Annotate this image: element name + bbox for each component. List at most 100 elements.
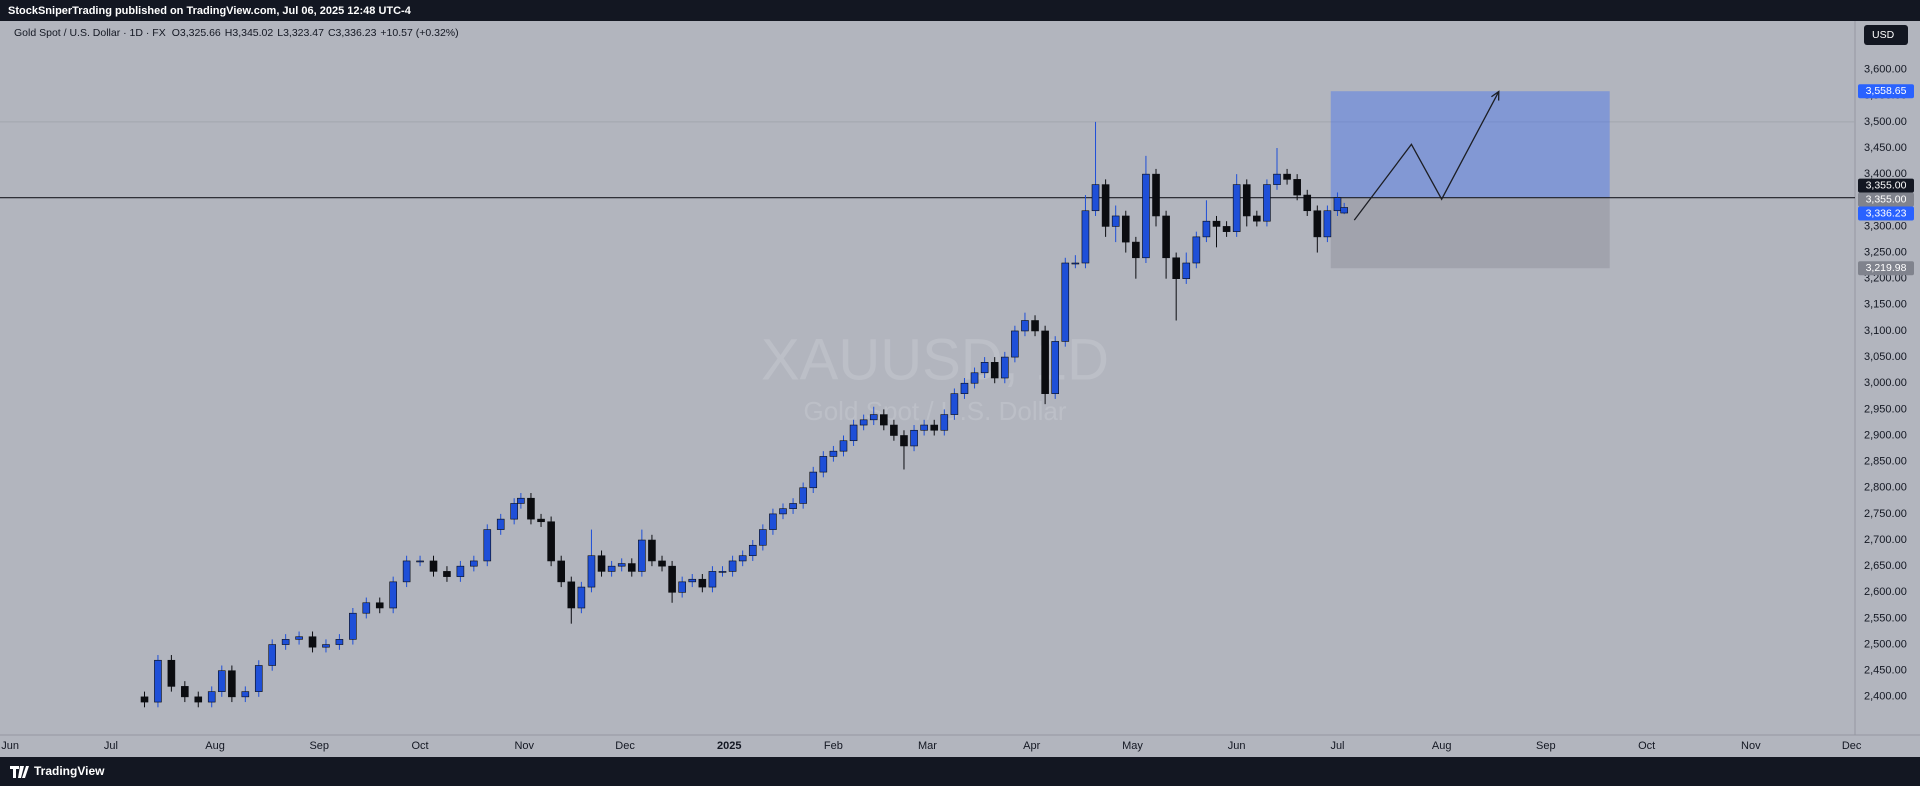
candle-body xyxy=(648,539,656,562)
candle-body xyxy=(1101,184,1110,227)
candle-body xyxy=(597,555,606,572)
candle-body xyxy=(587,555,596,588)
candle-body xyxy=(1212,220,1221,227)
candle-body xyxy=(547,521,555,562)
x-tick-label: 2025 xyxy=(717,740,741,752)
stop-badge: 3,219.98 xyxy=(1866,262,1907,274)
candle-body xyxy=(1273,173,1281,185)
candle-body xyxy=(281,639,290,645)
candle-body xyxy=(1091,184,1100,212)
y-tick-label: 2,600.00 xyxy=(1864,586,1907,598)
candle-body xyxy=(416,560,424,563)
candle-body xyxy=(194,696,203,703)
candle-body xyxy=(375,602,384,609)
candle-body xyxy=(1051,341,1059,394)
candle-body xyxy=(1172,257,1180,279)
footer-logo: TradingView xyxy=(10,764,105,778)
x-tick-label: Jul xyxy=(104,740,118,752)
x-tick-label: May xyxy=(1122,740,1143,752)
candle-body xyxy=(950,393,959,415)
candle-body xyxy=(322,644,330,648)
candle-body xyxy=(970,372,979,384)
watermark: XAUUSD, 1D xyxy=(761,327,1109,392)
candle-body xyxy=(402,560,411,583)
candle-body xyxy=(1313,210,1322,238)
y-tick-label: 2,550.00 xyxy=(1864,612,1907,624)
candle-body xyxy=(443,571,451,577)
candle-body xyxy=(698,578,707,588)
x-tick-label: Jun xyxy=(1228,740,1246,752)
candle-body xyxy=(537,518,545,523)
candle-body xyxy=(295,636,303,640)
legend-item: H3,345.02 xyxy=(225,27,274,39)
candle-body xyxy=(1162,215,1170,259)
legend-item: L3,323.47 xyxy=(277,27,324,39)
chart-background xyxy=(0,21,1920,757)
x-tick-label: Oct xyxy=(1638,740,1655,752)
y-tick-label: 3,450.00 xyxy=(1864,142,1907,154)
y-tick-label: 3,600.00 xyxy=(1864,64,1907,76)
candle-body xyxy=(1031,320,1039,332)
candle-body xyxy=(362,602,371,614)
candle-body xyxy=(869,414,878,421)
candle-body xyxy=(1071,262,1080,265)
candle-body xyxy=(308,636,317,648)
candle-body xyxy=(1121,215,1130,243)
stop-badge-bg xyxy=(1858,261,1914,276)
candle-body xyxy=(517,497,525,504)
candle-body xyxy=(567,581,576,609)
candle-body xyxy=(1061,262,1070,342)
y-tick-label: 3,200.00 xyxy=(1864,273,1907,285)
candle-body xyxy=(1283,173,1291,180)
candle-body xyxy=(1132,241,1140,259)
candle-body xyxy=(748,544,757,557)
plot: XAUUSD, 1D Gold Spot / U.S. Dollar 2,400.0… xyxy=(0,25,1914,752)
logo-icon xyxy=(10,766,29,778)
y-tick-label: 3,500.00 xyxy=(1864,116,1907,128)
candle-body xyxy=(483,529,492,562)
x-tick-label: Mar xyxy=(918,740,937,752)
hline-badge: 3,355.00 xyxy=(1866,179,1907,191)
candle-body xyxy=(859,419,868,426)
candle-body xyxy=(617,563,626,567)
y-tick-label: 2,900.00 xyxy=(1864,429,1907,441)
candle-body xyxy=(557,560,566,583)
x-tick-label: Dec xyxy=(615,740,635,752)
brand: TradingView xyxy=(34,764,105,778)
x-tick-label: Aug xyxy=(205,740,225,752)
x-tick-label: Sep xyxy=(309,740,329,752)
candle-body xyxy=(849,424,858,442)
candle-body xyxy=(217,670,226,692)
candle-body xyxy=(140,696,149,703)
candle-body xyxy=(789,503,797,509)
legend-item: C3,336.23 xyxy=(328,27,377,39)
candle-body xyxy=(627,563,636,572)
legend-item: Gold Spot / U.S. Dollar · 1D · FX xyxy=(14,27,166,39)
candle-body xyxy=(738,555,747,562)
candle-body xyxy=(668,565,676,593)
candle-body xyxy=(718,571,727,573)
candle-body xyxy=(1242,184,1251,217)
y-tick-label: 2,650.00 xyxy=(1864,560,1907,572)
candle-body xyxy=(1192,236,1201,264)
candle-body xyxy=(496,518,505,530)
position-stop-zone xyxy=(1330,197,1610,269)
candle-body xyxy=(228,670,236,698)
candle-body xyxy=(241,691,250,698)
candle-body xyxy=(829,450,838,457)
candle-body xyxy=(607,565,616,572)
projection-arrowhead xyxy=(1491,90,1500,101)
x-tick-label: Feb xyxy=(824,740,843,752)
candle-body xyxy=(1253,215,1261,222)
last-price-badge-bg xyxy=(1858,206,1914,221)
legend-item: O3,325.66 xyxy=(172,27,221,39)
watermark-subtitle: Gold Spot / U.S. Dollar xyxy=(804,396,1067,426)
currency-button: USD xyxy=(1872,29,1895,41)
x-tick-label: Oct xyxy=(412,740,429,752)
legend-item: +10.57 (+0.32%) xyxy=(380,27,458,39)
candle-body xyxy=(1011,330,1019,358)
y-tick-label: 2,450.00 xyxy=(1864,665,1907,677)
candle-body xyxy=(930,424,939,431)
candle-body xyxy=(769,513,777,530)
